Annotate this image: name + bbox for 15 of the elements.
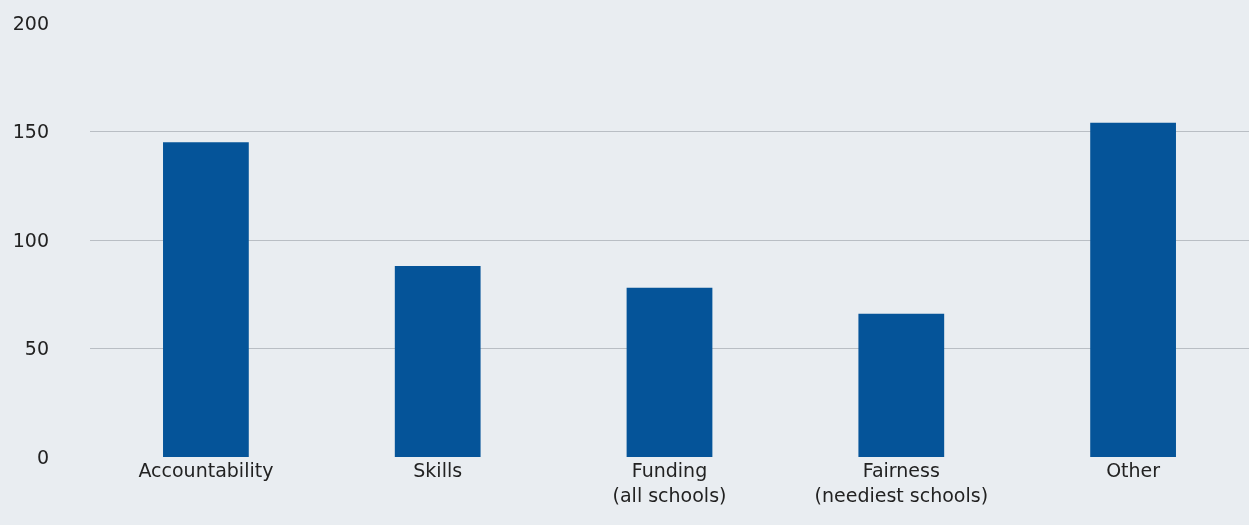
y-tick-label: 50 [24, 337, 49, 360]
x-tick-label: Funding (all schools) [612, 459, 727, 506]
y-tick-label: 0 [36, 445, 49, 468]
bar [163, 142, 249, 457]
bar [394, 266, 481, 457]
bar [626, 287, 713, 457]
x-tick-label: Skills [413, 459, 463, 481]
y-tick-label: 200 [12, 11, 49, 34]
x-tick-label: Other [1106, 459, 1161, 481]
bar [1090, 122, 1176, 457]
y-tick-label: 150 [12, 120, 49, 143]
x-tick-label: Accountability [138, 459, 274, 481]
x-tick-label: Fairness (neediest schools) [814, 459, 989, 506]
y-tick-label: 100 [12, 228, 49, 251]
bar [858, 313, 945, 457]
